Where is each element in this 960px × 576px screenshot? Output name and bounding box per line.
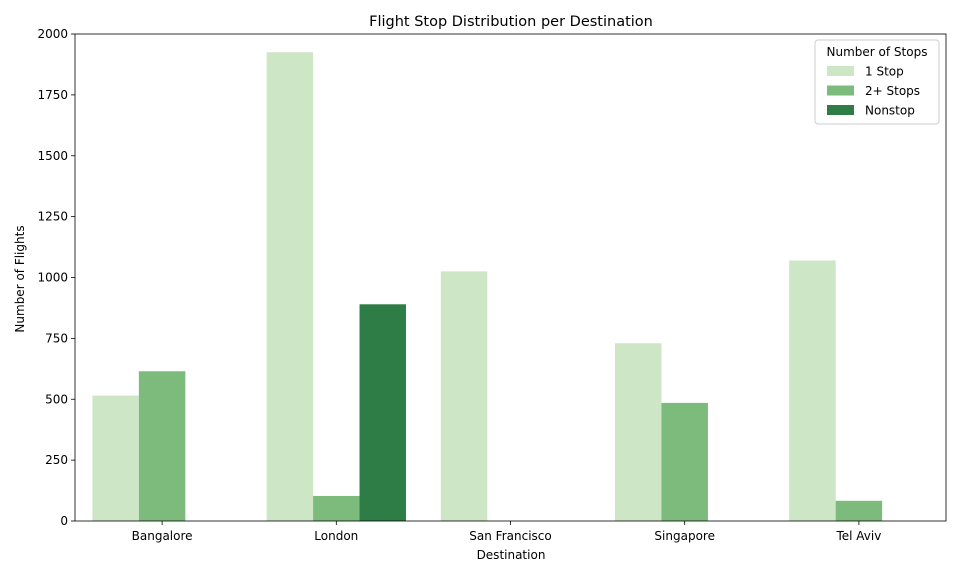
y-tick-label: 0 (60, 514, 68, 528)
y-axis-label: Number of Flights (13, 225, 27, 332)
bar (359, 304, 406, 521)
bar (313, 495, 360, 521)
x-tick-label: San Francisco (469, 529, 551, 543)
chart-title: Flight Stop Distribution per Destination (369, 14, 653, 30)
x-tick-label: Bangalore (132, 529, 193, 543)
y-tick-label: 1500 (37, 149, 68, 163)
legend-swatch (827, 105, 854, 115)
x-tick-label: Singapore (654, 529, 715, 543)
y-tick-label: 250 (45, 453, 68, 467)
legend-swatch (827, 85, 854, 96)
y-tick-label: 1250 (37, 210, 68, 224)
bar (440, 271, 488, 521)
bar (835, 500, 883, 521)
plot-area: 0 250 500 750 1000 1250 1500 1750 2000 Bangalore L… (37, 27, 947, 543)
y-tick-label: 2000 (37, 27, 68, 41)
y-tick-label: 750 (45, 331, 68, 345)
legend: Number of Stops 1 Stop 2+ Stops Nonstop (814, 39, 940, 125)
bar (92, 395, 139, 521)
y-tick-label: 1000 (37, 271, 68, 285)
x-tick-label: Tel Aviv (835, 529, 881, 543)
legend-box (814, 39, 940, 125)
x-axis-label: Destination (477, 548, 546, 562)
bar (789, 260, 836, 521)
legend-label: 1 Stop (865, 65, 904, 79)
legend-label: Nonstop (865, 104, 915, 118)
bar (661, 402, 708, 521)
bar (138, 371, 186, 521)
legend-label: 2+ Stops (865, 84, 920, 98)
legend-title: Number of Stops (827, 45, 928, 59)
y-tick-label: 500 (45, 392, 68, 406)
legend-swatch (827, 66, 854, 76)
bar (615, 343, 662, 521)
bar (266, 52, 314, 521)
x-tick-label: London (314, 529, 358, 543)
y-tick-label: 1750 (37, 88, 68, 102)
